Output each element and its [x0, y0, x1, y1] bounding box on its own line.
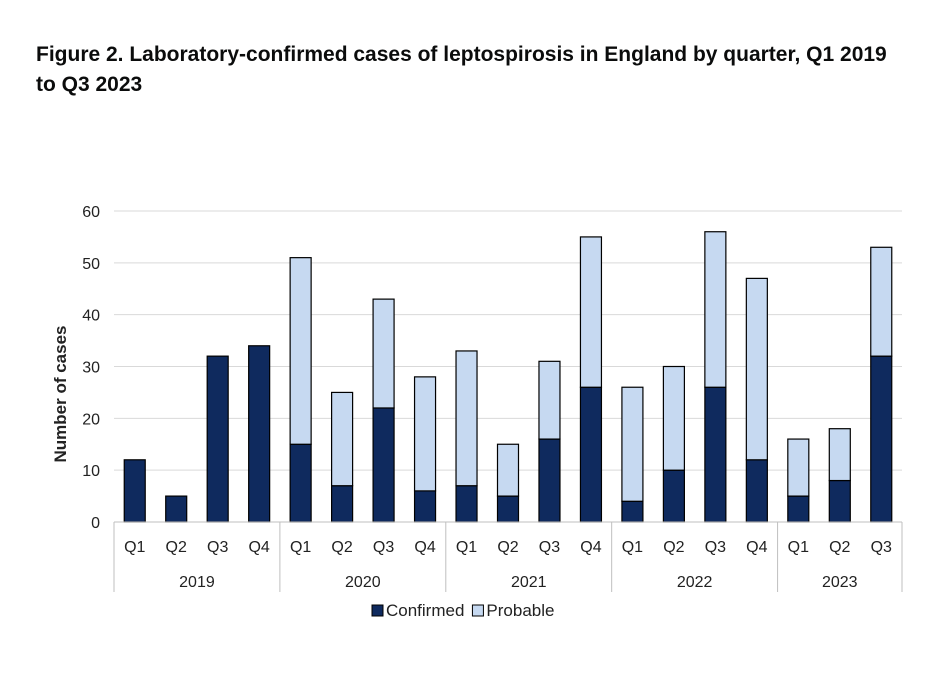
bar-confirmed-0 — [123, 459, 146, 523]
y-axis-label: Number of cases — [51, 326, 70, 463]
x-tick-labels: Q1 Q2 Q3 Q4 Q1 Q2 Q3 Q4 Q1 Q2 Q3 Q4 Q1 Q2 Q3 Q4 Q1 Q2 Q3 — [124, 539, 892, 556]
year-group-label: 2021 — [511, 574, 547, 591]
y-tick-label: 50 — [82, 256, 100, 273]
bar-confirmed-8 — [455, 485, 478, 523]
year-group-labels: 2019 2020 2021 2022 2023 — [179, 574, 858, 591]
legend-swatch-probable — [471, 604, 484, 617]
bar-probable-14 — [704, 231, 727, 388]
bar-probable-9 — [496, 443, 520, 497]
bar-probable-12 — [621, 386, 644, 502]
y-tick-label: 40 — [82, 308, 100, 325]
bar-confirmed-9 — [496, 495, 520, 523]
year-group-label: 2023 — [822, 574, 858, 591]
x-tick-label: Q1 — [290, 539, 311, 556]
bars — [123, 231, 893, 523]
year-group-label: 2019 — [179, 574, 215, 591]
bar-probable-13 — [662, 365, 685, 471]
x-tick-label: Q4 — [248, 539, 269, 556]
legend-swatch-confirmed — [371, 604, 384, 617]
legend: Confirmed Probable — [371, 601, 554, 620]
legend-label-probable: Probable — [486, 601, 554, 620]
bar-probable-4 — [289, 257, 312, 445]
x-tick-label: Q3 — [539, 539, 560, 556]
year-group-label: 2022 — [677, 574, 713, 591]
x-tick-label: Q3 — [705, 539, 726, 556]
x-tick-label: Q1 — [124, 539, 145, 556]
bar-probable-5 — [331, 391, 354, 487]
bar-probable-8 — [455, 350, 478, 487]
y-tick-label: 10 — [82, 463, 100, 480]
bar-probable-6 — [372, 298, 395, 409]
legend-label-confirmed: Confirmed — [386, 601, 464, 620]
y-tick-label: 30 — [82, 360, 100, 377]
bar-confirmed-6 — [372, 407, 395, 523]
bar-confirmed-14 — [704, 386, 727, 523]
x-tick-label: Q2 — [331, 539, 352, 556]
bar-probable-18 — [870, 246, 893, 357]
x-tick-label: Q4 — [414, 539, 435, 556]
x-tick-label: Q1 — [456, 539, 477, 556]
year-group-label: 2020 — [345, 574, 381, 591]
bar-confirmed-5 — [331, 485, 354, 523]
x-tick-label: Q1 — [788, 539, 809, 556]
gridlines — [114, 210, 902, 471]
bar-confirmed-3 — [248, 345, 271, 523]
x-tick-label: Q3 — [373, 539, 394, 556]
x-tick-label: Q2 — [829, 539, 850, 556]
x-tick-label: Q2 — [166, 539, 187, 556]
bar-confirmed-4 — [289, 443, 312, 523]
bar-confirmed-1 — [165, 495, 188, 523]
bar-confirmed-13 — [662, 469, 685, 523]
bar-confirmed-15 — [745, 459, 768, 523]
chart-title: Figure 2. Laboratory-confirmed cases of … — [36, 43, 887, 96]
x-tick-label: Q3 — [871, 539, 892, 556]
bar-confirmed-16 — [787, 495, 810, 523]
bar-probable-17 — [828, 428, 851, 482]
bar-probable-10 — [538, 360, 561, 440]
bar-probable-16 — [787, 438, 810, 497]
bar-confirmed-11 — [579, 386, 603, 523]
x-tick-label: Q2 — [663, 539, 684, 556]
x-tick-label: Q2 — [497, 539, 518, 556]
bar-confirmed-2 — [206, 355, 229, 523]
bar-confirmed-18 — [870, 355, 893, 523]
axes — [113, 521, 903, 592]
y-tick-label: 60 — [82, 204, 100, 221]
bar-probable-11 — [579, 236, 603, 388]
bar-confirmed-10 — [538, 438, 561, 523]
bar-probable-15 — [745, 277, 768, 461]
y-tick-labels: 0 10 20 30 40 50 60 — [82, 204, 100, 532]
bar-probable-7 — [413, 376, 437, 492]
x-tick-label: Q1 — [622, 539, 643, 556]
bar-confirmed-12 — [621, 500, 644, 523]
bar-confirmed-7 — [413, 490, 437, 523]
y-tick-label: 20 — [82, 411, 100, 428]
x-tick-label: Q4 — [580, 539, 601, 556]
bar-confirmed-17 — [828, 479, 851, 523]
y-tick-label: 0 — [91, 515, 100, 532]
x-tick-label: Q4 — [746, 539, 767, 556]
x-tick-label: Q3 — [207, 539, 228, 556]
